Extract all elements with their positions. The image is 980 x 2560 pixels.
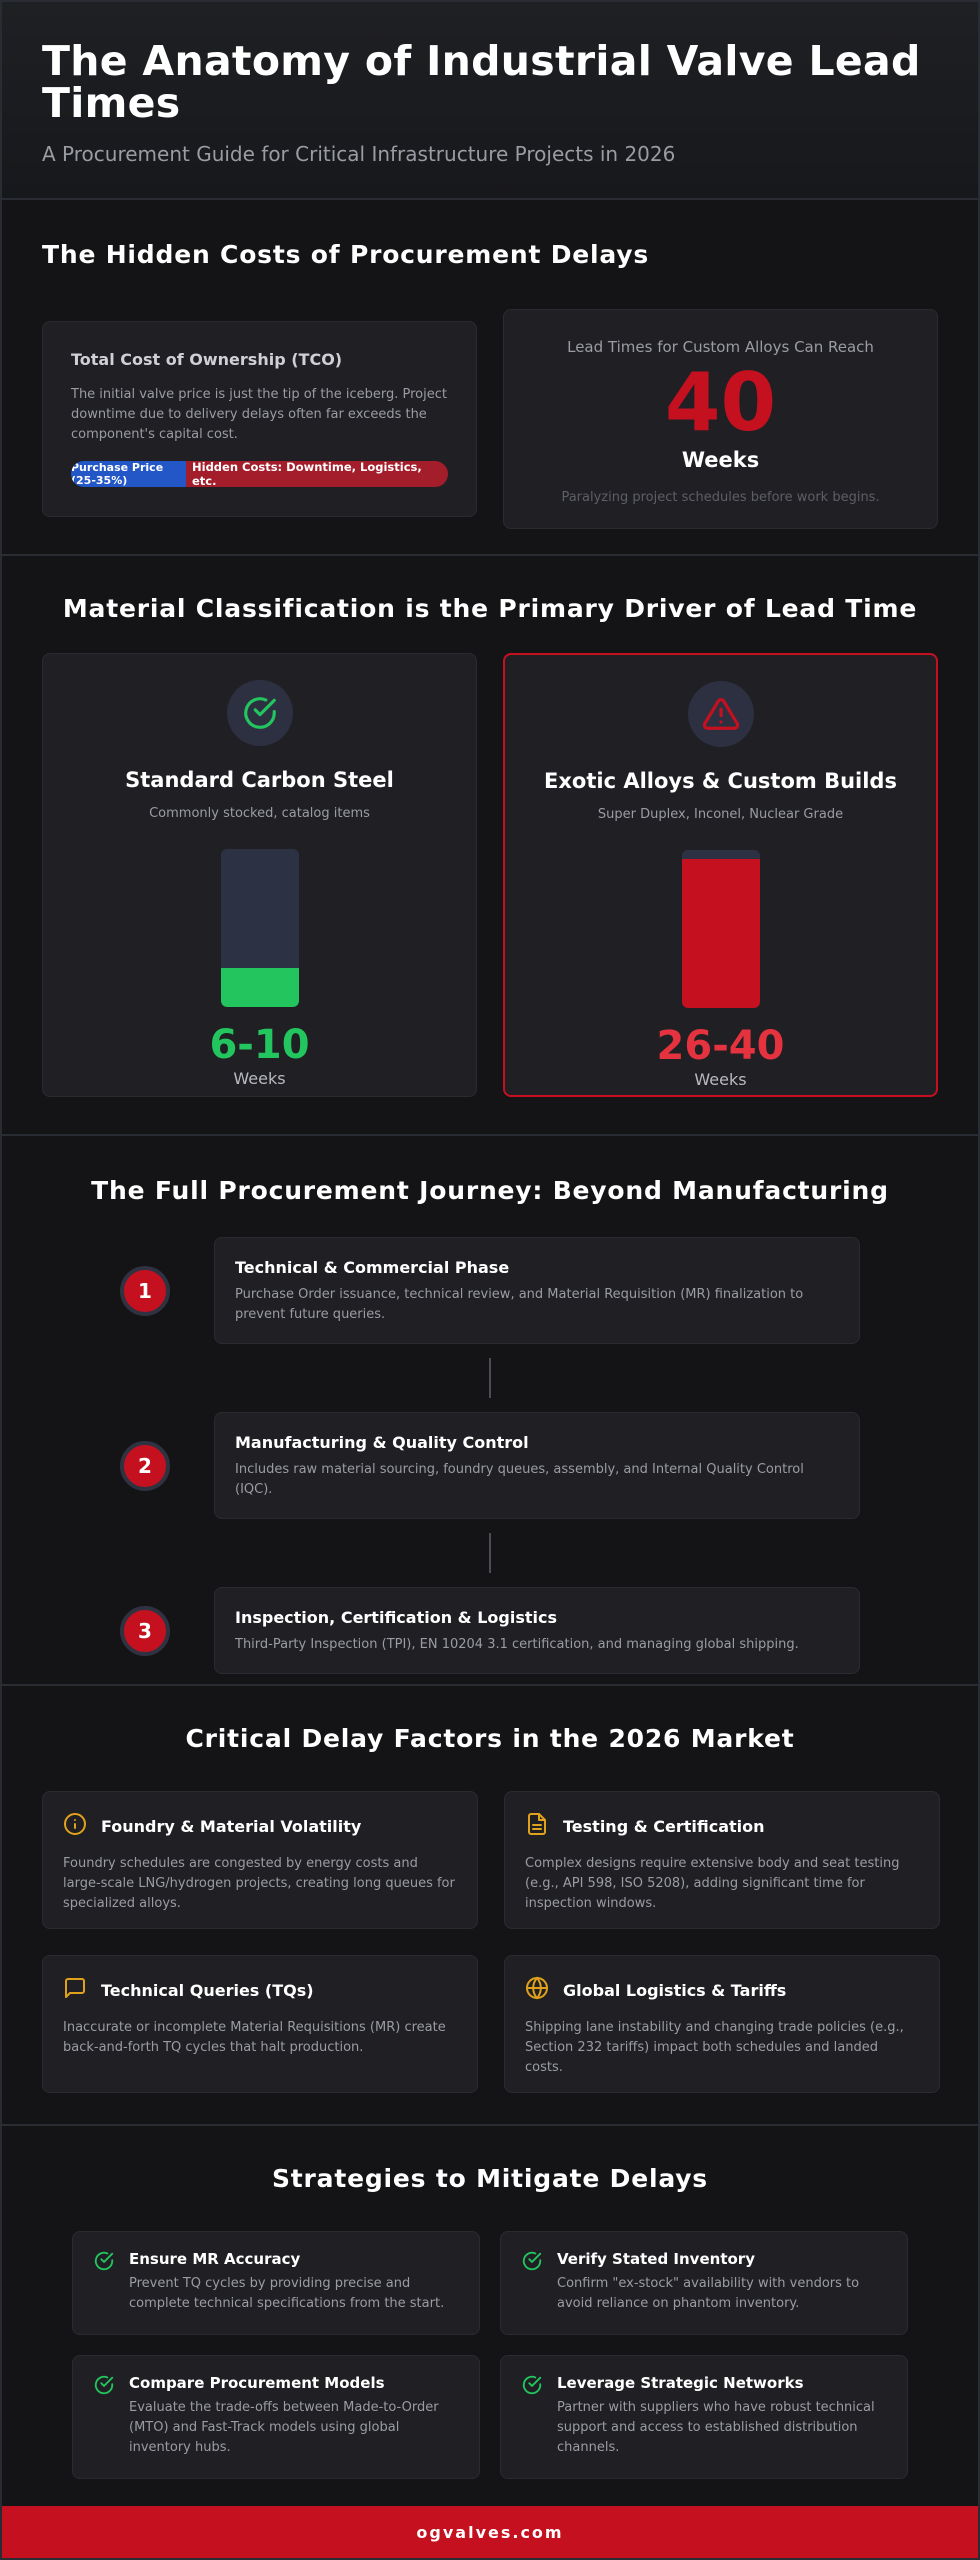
document-icon <box>525 1812 549 1840</box>
step-description: Includes raw material sourcing, foundry … <box>235 1462 804 1497</box>
strategy-title: Leverage Strategic Networks <box>557 2374 804 2392</box>
step-description: Purchase Order issuance, technical revie… <box>235 1287 804 1322</box>
factor-title: Technical Queries (TQs) <box>101 1980 314 2000</box>
exotic-alloys-unit: Weeks <box>694 1070 747 1089</box>
factor-title: Testing & Certification <box>563 1816 765 1836</box>
chat-icon <box>63 1976 87 2004</box>
lead-time-unit: Weeks <box>681 448 760 472</box>
exotic-alloys-card: Exotic Alloys & Custom Builds Super Dupl… <box>503 653 938 1097</box>
warning-icon <box>687 681 754 747</box>
globe-icon <box>525 1976 549 2004</box>
check-circle-icon <box>521 2374 543 2400</box>
lead-time-caption: Lead Times for Custom Alloys Can Reach <box>567 338 874 356</box>
page-title: The Anatomy of Industrial Valve Lead Tim… <box>42 37 921 127</box>
tco-description: The initial valve price is just the tip … <box>71 387 447 442</box>
factor-description: Complex designs require extensive body a… <box>525 1856 900 1911</box>
standard-steel-unit: Weeks <box>233 1069 286 1088</box>
standard-steel-range: 6-10 <box>209 1022 310 1068</box>
strategy-card: Compare Procurement Models Evaluate the … <box>72 2355 480 2479</box>
section-title-hidden-costs: The Hidden Costs of Procurement Delays <box>42 240 650 269</box>
step-title: Technical & Commercial Phase <box>235 1258 510 1277</box>
step-number-badge: 2 <box>120 1440 170 1491</box>
step-title: Manufacturing & Quality Control <box>235 1433 529 1452</box>
journey-section: The Full Procurement Journey: Beyond Man… <box>2 1136 978 1686</box>
purchase-price-segment: Purchase Price (25-35%) <box>71 461 186 487</box>
standard-steel-card: Standard Carbon Steel Commonly stocked, … <box>42 653 477 1097</box>
factor-title: Global Logistics & Tariffs <box>563 1980 787 2000</box>
factor-description: Shipping lane instability and changing t… <box>525 2020 904 2075</box>
strategy-title: Ensure MR Accuracy <box>129 2250 301 2268</box>
factor-card: Foundry & Material Volatility Foundry sc… <box>42 1791 478 1929</box>
factor-title: Foundry & Material Volatility <box>101 1816 362 1836</box>
check-circle-icon <box>93 2250 115 2276</box>
step-connector <box>489 1533 491 1573</box>
exotic-alloys-gauge <box>681 850 760 1008</box>
factor-description: Foundry schedules are congested by energ… <box>63 1856 455 1911</box>
lead-time-note: Paralyzing project schedules before work… <box>561 490 880 505</box>
standard-steel-name: Standard Carbon Steel <box>125 768 394 792</box>
strategy-card: Ensure MR Accuracy Prevent TQ cycles by … <box>72 2231 480 2335</box>
section-title-materials: Material Classification is the Primary D… <box>62 594 918 623</box>
step-card: Manufacturing & Quality Control Includes… <box>214 1412 860 1519</box>
section-title-journey: The Full Procurement Journey: Beyond Man… <box>91 1176 889 1205</box>
journey-step: 1 Technical & Commercial Phase Purchase … <box>120 1237 860 1344</box>
exotic-alloys-description: Super Duplex, Inconel, Nuclear Grade <box>597 807 844 822</box>
section-title-factors: Critical Delay Factors in the 2026 Marke… <box>185 1724 795 1753</box>
journey-step: 2 Manufacturing & Quality Control Includ… <box>120 1412 860 1519</box>
factor-card: Testing & Certification Complex designs … <box>504 1791 940 1929</box>
hidden-costs-section: The Hidden Costs of Procurement Delays T… <box>2 200 978 556</box>
strategy-description: Partner with suppliers who have robust t… <box>557 2400 875 2455</box>
strategies-section: Strategies to Mitigate Delays Ensure MR … <box>2 2126 978 2506</box>
lead-time-card: Lead Times for Custom Alloys Can Reach 4… <box>503 309 938 529</box>
factor-card: Technical Queries (TQs) Inaccurate or in… <box>42 1955 478 2093</box>
standard-steel-description: Commonly stocked, catalog items <box>149 806 370 821</box>
cost-breakdown-bar: Purchase Price (25-35%) Hidden Costs: Do… <box>71 461 449 487</box>
section-title-strategies: Strategies to Mitigate Delays <box>272 2164 708 2193</box>
step-card: Inspection, Certification & Logistics Th… <box>214 1587 860 1674</box>
step-description: Third-Party Inspection (TPI), EN 10204 3… <box>235 1637 799 1652</box>
check-circle-icon <box>521 2250 543 2276</box>
strategy-description: Evaluate the trade-offs between Made-to-… <box>129 2400 439 2455</box>
lead-time-value: 40 <box>664 356 777 449</box>
materials-section: Material Classification is the Primary D… <box>2 556 978 1136</box>
step-connector <box>489 1358 491 1398</box>
check-circle-icon <box>93 2374 115 2400</box>
strategy-card: Leverage Strategic Networks Partner with… <box>500 2355 908 2479</box>
journey-step: 3 Inspection, Certification & Logistics … <box>120 1587 860 1674</box>
page-subtitle: A Procurement Guide for Critical Infrast… <box>42 142 676 166</box>
check-circle-icon <box>226 680 293 746</box>
exotic-alloys-name: Exotic Alloys & Custom Builds <box>544 769 897 793</box>
standard-steel-gauge <box>220 849 299 1007</box>
factor-card: Global Logistics & Tariffs Shipping lane… <box>504 1955 940 2093</box>
header: The Anatomy of Industrial Valve Lead Tim… <box>2 2 978 200</box>
tco-title: Total Cost of Ownership (TCO) <box>71 350 343 369</box>
exotic-alloys-range: 26-40 <box>656 1023 785 1069</box>
strategy-description: Confirm "ex-stock" availability with ven… <box>557 2276 860 2311</box>
strategy-description: Prevent TQ cycles by providing precise a… <box>129 2276 445 2311</box>
strategy-title: Compare Procurement Models <box>129 2374 385 2392</box>
footer-website-link[interactable]: ogvalves.com <box>2 2506 978 2558</box>
step-number-badge: 1 <box>120 1265 170 1316</box>
strategy-title: Verify Stated Inventory <box>557 2250 755 2268</box>
strategy-card: Verify Stated Inventory Confirm "ex-stoc… <box>500 2231 908 2335</box>
delay-factors-section: Critical Delay Factors in the 2026 Marke… <box>2 1686 978 2126</box>
step-title: Inspection, Certification & Logistics <box>235 1608 557 1627</box>
step-number-badge: 3 <box>120 1605 170 1656</box>
standard-steel-gauge-fill <box>220 967 299 1007</box>
factor-description: Inaccurate or incomplete Material Requis… <box>63 2020 446 2055</box>
step-card: Technical & Commercial Phase Purchase Or… <box>214 1237 860 1344</box>
exotic-alloys-gauge-fill <box>681 859 760 1008</box>
tco-card: Total Cost of Ownership (TCO) The initia… <box>42 321 478 517</box>
info-icon <box>63 1812 87 1840</box>
hidden-costs-segment: Hidden Costs: Downtime, Logistics, etc. <box>186 461 449 487</box>
